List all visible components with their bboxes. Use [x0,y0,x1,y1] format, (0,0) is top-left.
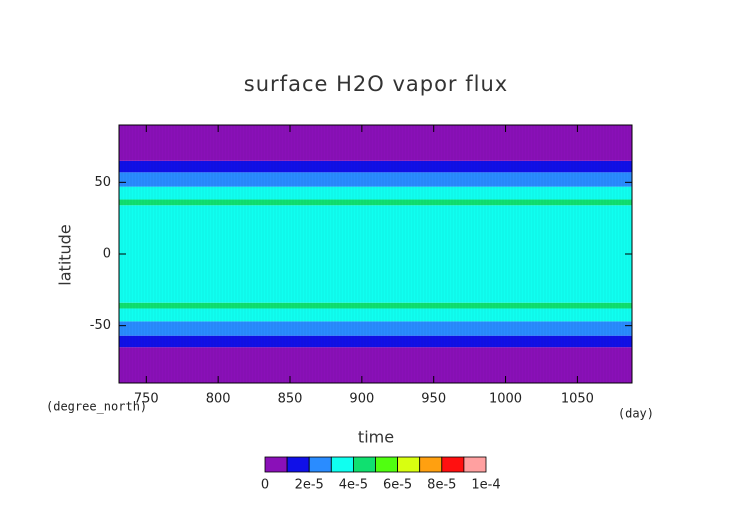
y-tick-label: 0 [103,247,111,262]
heat-band [119,335,632,348]
heat-band [119,308,632,322]
y-tick-label: -50 [90,318,111,333]
heat-band [119,125,632,161]
x-axis-label: time [358,428,394,447]
colorbar-swatch [352,456,376,473]
colorbar-swatch [463,456,487,473]
colorbar-swatch [330,456,354,473]
colorbar-swatch [419,456,443,473]
x-tick-label: 900 [349,392,374,407]
colorbar-swatch [375,456,399,473]
x-tick-label: 950 [421,392,446,407]
x-tick-label: 850 [278,392,303,407]
colorbar-label: 1e-4 [471,478,500,493]
colorbar-swatch [397,456,421,473]
heat-band [119,205,632,303]
colorbar-swatch [286,456,310,473]
y-tick-label: 50 [94,175,111,190]
heat-band [119,321,632,336]
colorbar-label: 2e-5 [295,478,324,493]
heat-band [119,172,632,187]
x-tick-label: 800 [206,392,231,407]
chart-title: surface H2O vapor flux [244,72,508,96]
y-axis-label: latitude [56,224,75,285]
heat-band [119,347,632,383]
colorbar-label: 6e-5 [383,478,412,493]
colorbar-swatch [308,456,332,473]
colorbar-label: 8e-5 [427,478,456,493]
heat-band [119,186,632,200]
x-tick-label: 1000 [489,392,522,407]
colorbar-label: 0 [261,478,269,493]
colorbar-swatch [264,456,288,473]
x-tick-label: 750 [134,392,159,407]
x-unit: (day) [618,407,654,421]
heat-band [119,302,632,309]
colorbar-label: 4e-5 [339,478,368,493]
heat-band [119,160,632,173]
heat-band [119,199,632,206]
y-unit: (degree_north) [46,400,147,414]
colorbar-swatch [441,456,465,473]
x-tick-label: 1050 [561,392,594,407]
